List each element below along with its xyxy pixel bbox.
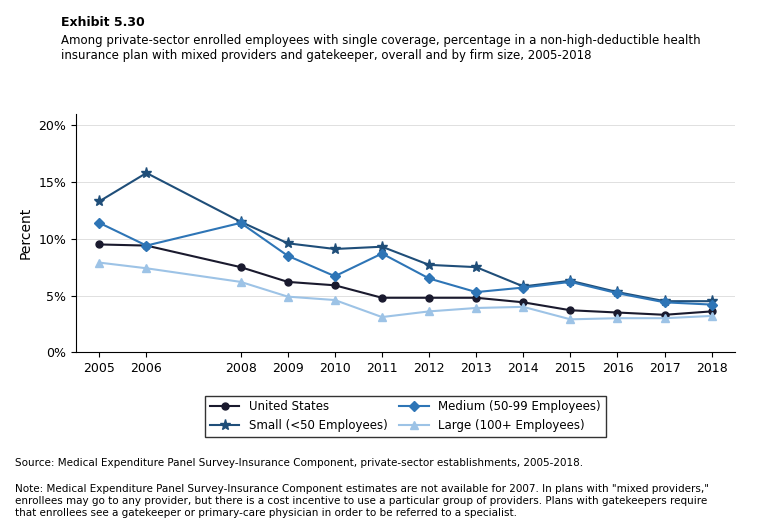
Text: Among private-sector enrolled employees with single coverage, percentage in a no: Among private-sector enrolled employees …	[61, 34, 700, 62]
Text: Exhibit 5.30: Exhibit 5.30	[61, 16, 144, 28]
Text: Source: Medical Expenditure Panel Survey-Insurance Component, private-sector est: Source: Medical Expenditure Panel Survey…	[15, 458, 584, 468]
Y-axis label: Percent: Percent	[19, 207, 33, 259]
Legend: United States, Small (<50 Employees), Medium (50-99 Employees), Large (100+ Empl: United States, Small (<50 Employees), Me…	[205, 396, 606, 437]
Text: Note: Medical Expenditure Panel Survey-Insurance Component estimates are not ava: Note: Medical Expenditure Panel Survey-I…	[15, 484, 709, 517]
